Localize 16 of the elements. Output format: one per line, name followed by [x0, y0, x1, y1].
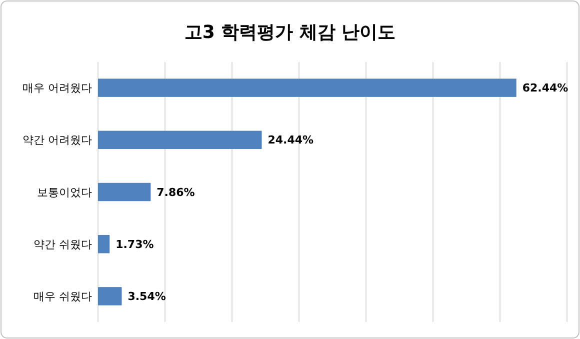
data-label: 3.54%	[128, 290, 166, 304]
bar	[98, 234, 110, 254]
y-tick-label: 매우 어려웠다	[22, 82, 92, 95]
y-tick-label: 보통이었다	[37, 186, 92, 199]
data-label: 1.73%	[116, 238, 154, 251]
bar	[98, 287, 122, 306]
data-label: 7.86%	[156, 186, 195, 199]
bar	[98, 182, 151, 202]
data-label: 24.44%	[268, 134, 314, 147]
chart-title: 고3 학력평가 체감 난이도	[184, 22, 396, 43]
y-tick-label: 약간 쉬웠다	[34, 238, 92, 251]
y-tick-label: 매우 쉬웠다	[34, 290, 92, 304]
bar	[98, 130, 262, 150]
y-tick-label: 약간 어려웠다	[22, 134, 92, 147]
data-label: 62.44%	[522, 82, 568, 95]
bar	[98, 78, 516, 97]
